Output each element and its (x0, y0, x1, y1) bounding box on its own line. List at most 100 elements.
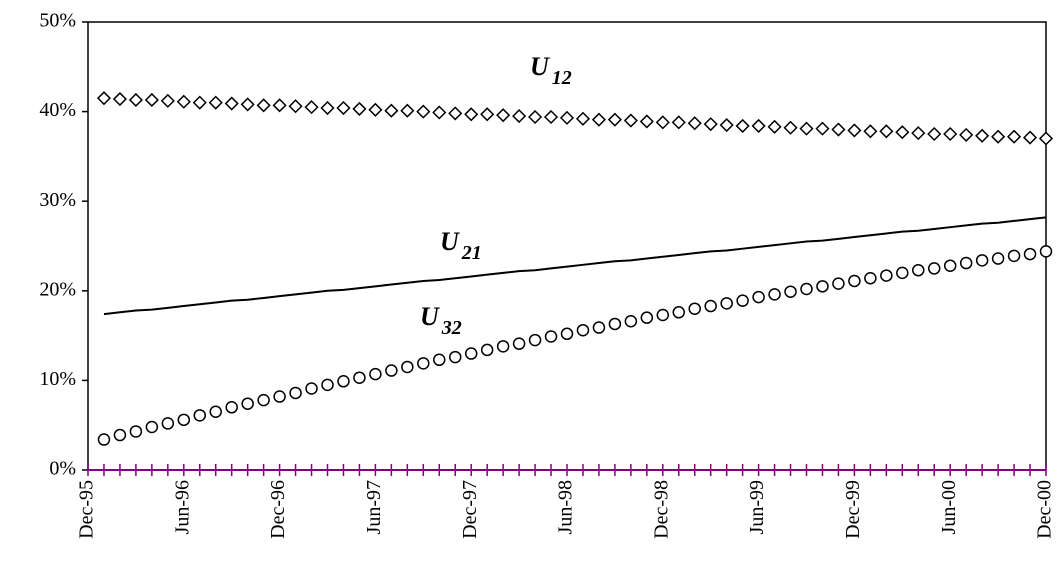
point-marker (544, 330, 558, 343)
point-marker (783, 120, 798, 135)
point-marker (448, 106, 463, 121)
point-marker (720, 297, 733, 310)
point-marker (161, 417, 175, 430)
point-marker (991, 129, 1006, 144)
point-marker (591, 112, 606, 127)
point-marker (304, 100, 319, 115)
point-marker (576, 323, 590, 337)
point-marker (912, 263, 925, 277)
point-marker (671, 115, 686, 130)
point-marker (400, 103, 415, 118)
point-marker (975, 128, 990, 143)
point-marker (336, 100, 351, 116)
point-marker (752, 290, 765, 304)
point-marker (256, 98, 271, 113)
x-tick-label: Jun-96 (171, 480, 193, 534)
x-tick-label: Dec-98 (650, 480, 672, 539)
point-marker (321, 378, 334, 392)
point-marker (816, 280, 829, 293)
point-marker (784, 285, 797, 298)
point-marker (719, 117, 734, 133)
point-marker (240, 97, 255, 112)
point-marker (160, 93, 175, 108)
y-tick-label: 30% (39, 189, 76, 211)
point-marker (512, 109, 527, 124)
point-marker (943, 259, 957, 272)
point-marker (1039, 245, 1053, 258)
point-marker (385, 364, 398, 377)
point-marker (528, 109, 543, 125)
series-line (103, 216, 1047, 316)
point-marker (847, 123, 862, 138)
y-tick-label: 10% (39, 368, 76, 390)
point-marker (496, 340, 510, 353)
point-marker (193, 409, 207, 422)
point-marker (991, 252, 1005, 265)
point-marker (543, 109, 559, 125)
point-marker (815, 121, 830, 136)
point-marker (128, 92, 143, 108)
point-marker (911, 126, 926, 141)
point-marker (96, 91, 112, 106)
point-marker (607, 112, 622, 127)
point-marker (895, 125, 910, 140)
point-marker (241, 397, 254, 410)
point-marker (368, 102, 383, 117)
point-marker (927, 262, 941, 275)
point-marker (209, 405, 222, 419)
point-marker (703, 117, 718, 132)
point-marker (831, 122, 846, 137)
point-marker (448, 350, 462, 364)
point-marker (943, 126, 958, 142)
point-marker (353, 371, 366, 384)
x-tick-label: Dec-97 (459, 480, 481, 539)
point-marker (273, 390, 286, 403)
point-marker (688, 302, 701, 315)
point-marker (1038, 131, 1054, 146)
point-marker (257, 393, 270, 407)
point-marker (337, 375, 350, 388)
point-marker (384, 103, 399, 118)
point-marker (736, 294, 749, 307)
x-tick-label: Jun-99 (746, 480, 768, 534)
point-marker (145, 420, 159, 434)
point-marker (144, 92, 159, 108)
point-marker (575, 111, 591, 126)
series-label: U 12 (530, 52, 572, 89)
point-marker (687, 116, 702, 131)
point-marker (800, 282, 813, 296)
point-marker (880, 269, 893, 282)
x-tick-label: Dec-99 (842, 480, 864, 539)
point-marker (225, 401, 238, 414)
point-marker (496, 108, 511, 123)
point-marker (896, 266, 909, 280)
point-marker (751, 118, 766, 133)
y-tick-label: 50% (39, 10, 76, 32)
point-marker (176, 94, 191, 109)
point-marker (177, 413, 191, 427)
point-marker (369, 367, 382, 381)
point-marker (560, 327, 574, 341)
point-marker (975, 254, 989, 267)
point-marker (959, 256, 973, 270)
point-marker (464, 347, 478, 360)
point-marker (832, 277, 845, 290)
point-marker (799, 121, 814, 136)
point-marker (864, 272, 877, 285)
point-marker (863, 124, 878, 139)
point-marker (768, 288, 781, 301)
point-marker (528, 333, 542, 347)
point-marker (432, 105, 447, 120)
x-tick-label: Jun-97 (363, 480, 385, 534)
y-tick-label: 40% (39, 99, 76, 121)
y-tick-label: 20% (39, 278, 76, 300)
point-marker (559, 110, 575, 125)
point-marker (608, 317, 622, 331)
point-marker (655, 115, 670, 130)
point-marker (704, 299, 717, 313)
point-marker (289, 386, 302, 400)
point-marker (272, 98, 287, 113)
point-marker (352, 101, 367, 116)
